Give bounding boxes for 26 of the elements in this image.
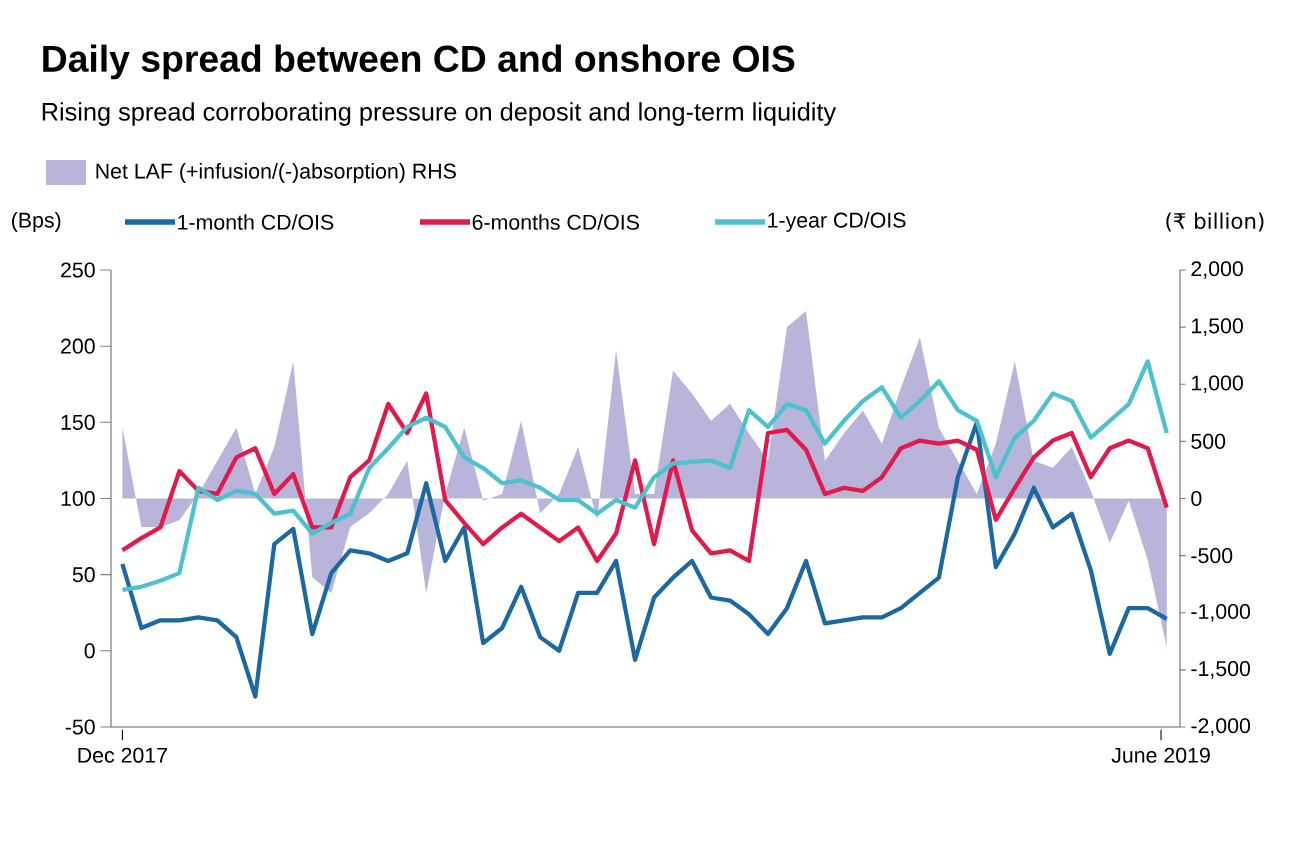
y-tick-label: 200 — [61, 338, 95, 354]
y2-tick-label: -2,000 — [1191, 718, 1251, 736]
y2-tick-label: 1,500 — [1192, 318, 1243, 336]
y2-tick-label: 500 — [1191, 433, 1226, 449]
legend-label: Net LAF (+infusion/(-)absorption) RHS — [96, 163, 456, 183]
legend-label: 1-year CD/OIS — [768, 212, 906, 232]
y-tick-label: -50 — [65, 719, 95, 735]
y-axis-title: (Bps) — [12, 212, 61, 232]
y2-axis-title: (₹ billion) — [1166, 212, 1264, 232]
y2-tick-label: -1,500 — [1191, 661, 1251, 679]
y-tick-label: 250 — [61, 262, 95, 278]
chart-title: Daily spread between CD and onshore OIS — [43, 44, 795, 80]
x-tick-label: Dec 2017 — [78, 747, 167, 763]
y-tick-label: 50 — [72, 567, 95, 583]
y-tick-label: 150 — [61, 414, 95, 430]
y-tick-label: 100 — [61, 490, 95, 507]
chart-subtitle: Rising spread corroborating pressure on deposit and long-term liquidity — [42, 102, 837, 126]
y2-tick-label: -1,000 — [1191, 603, 1251, 622]
y2-tick-label: 1,000 — [1192, 375, 1243, 394]
y2-tick-label: 0 — [1191, 490, 1202, 507]
y-tick-label: 0 — [84, 643, 95, 659]
y2-tick-label: 2,000 — [1191, 261, 1243, 279]
x-tick-label: June 2019 — [1111, 747, 1210, 763]
y2-tick-label: -500 — [1191, 548, 1233, 564]
legend-label: 6-months CD/OIS — [472, 214, 639, 230]
legend-label: 1-month CD/OIS — [178, 214, 334, 230]
